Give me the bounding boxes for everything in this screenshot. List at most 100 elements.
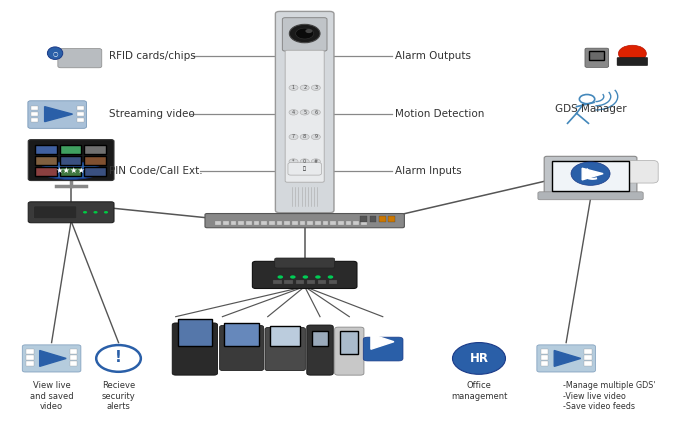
FancyBboxPatch shape	[262, 221, 267, 225]
FancyBboxPatch shape	[354, 221, 359, 225]
Circle shape	[312, 109, 321, 115]
FancyBboxPatch shape	[584, 361, 592, 365]
FancyBboxPatch shape	[540, 361, 548, 365]
FancyBboxPatch shape	[617, 57, 648, 66]
FancyBboxPatch shape	[537, 345, 596, 372]
Circle shape	[289, 24, 320, 43]
Text: Alarm Inputs: Alarm Inputs	[395, 165, 462, 176]
Circle shape	[300, 109, 309, 115]
Circle shape	[289, 85, 298, 91]
Circle shape	[289, 109, 298, 115]
Text: Alarm Outputs: Alarm Outputs	[395, 51, 471, 61]
FancyBboxPatch shape	[360, 216, 368, 222]
FancyBboxPatch shape	[338, 221, 344, 225]
Circle shape	[312, 85, 321, 91]
Text: ○: ○	[52, 51, 58, 56]
FancyBboxPatch shape	[584, 355, 592, 360]
FancyBboxPatch shape	[282, 18, 327, 51]
FancyBboxPatch shape	[270, 326, 300, 346]
Text: 5: 5	[303, 110, 306, 115]
FancyBboxPatch shape	[31, 106, 38, 110]
Circle shape	[452, 343, 505, 374]
FancyBboxPatch shape	[216, 221, 221, 225]
FancyBboxPatch shape	[265, 328, 305, 370]
FancyBboxPatch shape	[31, 118, 38, 123]
FancyBboxPatch shape	[552, 161, 629, 191]
FancyBboxPatch shape	[84, 167, 106, 176]
FancyBboxPatch shape	[544, 156, 637, 195]
Text: ★★★★: ★★★★	[55, 166, 85, 175]
FancyBboxPatch shape	[26, 355, 34, 360]
Text: Motion Detection: Motion Detection	[395, 109, 484, 119]
Text: Recieve
security
alerts: Recieve security alerts	[102, 381, 135, 411]
Text: 7: 7	[292, 134, 295, 139]
FancyBboxPatch shape	[379, 216, 386, 222]
FancyBboxPatch shape	[69, 349, 77, 354]
FancyBboxPatch shape	[363, 337, 403, 361]
FancyBboxPatch shape	[35, 156, 57, 165]
FancyBboxPatch shape	[307, 325, 333, 375]
FancyBboxPatch shape	[340, 331, 358, 354]
Text: 2: 2	[303, 85, 306, 90]
Text: *: *	[293, 159, 295, 164]
Circle shape	[104, 211, 108, 213]
Ellipse shape	[40, 162, 101, 179]
FancyBboxPatch shape	[288, 163, 321, 175]
Polygon shape	[45, 107, 73, 122]
FancyBboxPatch shape	[584, 349, 592, 354]
FancyBboxPatch shape	[60, 156, 81, 165]
FancyBboxPatch shape	[276, 221, 282, 225]
FancyBboxPatch shape	[223, 221, 229, 225]
Circle shape	[300, 134, 309, 140]
FancyBboxPatch shape	[318, 280, 326, 284]
FancyBboxPatch shape	[589, 51, 605, 60]
Circle shape	[300, 159, 309, 164]
FancyBboxPatch shape	[35, 167, 57, 176]
FancyBboxPatch shape	[231, 221, 237, 225]
FancyBboxPatch shape	[285, 50, 324, 182]
FancyBboxPatch shape	[28, 202, 114, 223]
FancyBboxPatch shape	[84, 156, 106, 165]
FancyBboxPatch shape	[22, 345, 81, 372]
FancyBboxPatch shape	[585, 48, 609, 67]
FancyBboxPatch shape	[77, 112, 84, 116]
FancyBboxPatch shape	[329, 280, 337, 284]
Circle shape	[312, 134, 321, 140]
Polygon shape	[40, 351, 66, 366]
Text: !: !	[115, 350, 122, 365]
FancyBboxPatch shape	[307, 280, 315, 284]
FancyBboxPatch shape	[269, 221, 274, 225]
FancyBboxPatch shape	[330, 221, 336, 225]
Circle shape	[93, 211, 97, 213]
FancyBboxPatch shape	[315, 221, 321, 225]
Text: View live
and saved
video: View live and saved video	[30, 381, 74, 411]
Circle shape	[290, 275, 295, 279]
Text: RFID cards/chips: RFID cards/chips	[109, 51, 196, 61]
Circle shape	[590, 167, 598, 172]
FancyBboxPatch shape	[312, 331, 328, 346]
Text: 9: 9	[314, 134, 317, 139]
FancyBboxPatch shape	[292, 221, 298, 225]
FancyBboxPatch shape	[323, 221, 328, 225]
FancyBboxPatch shape	[275, 11, 334, 213]
Polygon shape	[554, 351, 581, 366]
Text: 0: 0	[303, 159, 306, 164]
Text: 8: 8	[303, 134, 306, 139]
Circle shape	[295, 28, 314, 39]
Text: HR: HR	[470, 352, 489, 365]
Circle shape	[289, 159, 298, 164]
FancyBboxPatch shape	[26, 361, 34, 365]
FancyBboxPatch shape	[335, 327, 364, 375]
Text: #: #	[314, 159, 318, 164]
FancyBboxPatch shape	[69, 355, 77, 360]
FancyBboxPatch shape	[28, 140, 114, 181]
FancyBboxPatch shape	[172, 323, 218, 375]
FancyBboxPatch shape	[346, 221, 351, 225]
FancyBboxPatch shape	[60, 145, 81, 154]
Text: PIN Code/Call Ext.: PIN Code/Call Ext.	[109, 165, 203, 176]
FancyBboxPatch shape	[295, 280, 304, 284]
FancyBboxPatch shape	[77, 106, 84, 110]
FancyBboxPatch shape	[253, 261, 357, 288]
FancyBboxPatch shape	[254, 221, 260, 225]
Circle shape	[312, 159, 321, 164]
